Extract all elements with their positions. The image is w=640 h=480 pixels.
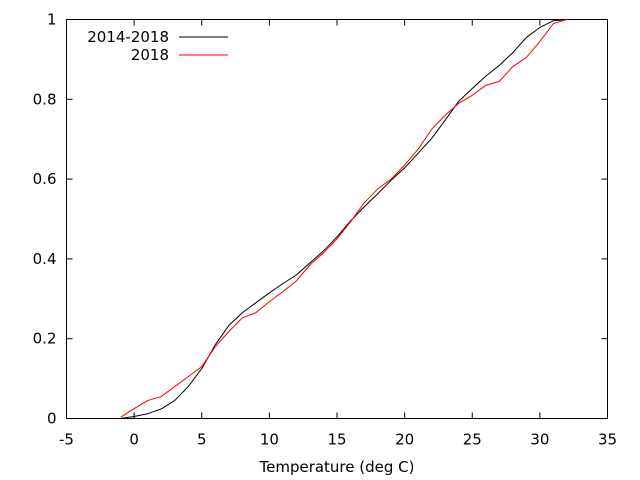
y-tick-label: 0.8 bbox=[33, 90, 57, 108]
series-layer bbox=[120, 19, 568, 419]
y-tick-label: 0.2 bbox=[33, 330, 57, 348]
x-tick-label: 5 bbox=[197, 431, 207, 449]
series-line-2018 bbox=[120, 19, 568, 418]
x-tick-label: 30 bbox=[530, 431, 549, 449]
x-tick-label: 10 bbox=[260, 431, 279, 449]
x-tick-label: 20 bbox=[395, 431, 414, 449]
x-tick-label: 0 bbox=[129, 431, 139, 449]
y-tick-label: 0.6 bbox=[33, 170, 57, 188]
x-tick-label: -5 bbox=[59, 431, 74, 449]
plot-frame bbox=[66, 19, 608, 419]
x-axis-title: Temperature (deg C) bbox=[258, 458, 414, 476]
y-tick-label: 0 bbox=[47, 410, 57, 428]
x-tick-label: 25 bbox=[463, 431, 482, 449]
legend-label: 2014-2018 bbox=[87, 28, 169, 46]
y-tick-label: 0.4 bbox=[33, 250, 57, 268]
series-line-2014-2018 bbox=[120, 19, 567, 419]
legend-label: 2018 bbox=[131, 46, 169, 64]
y-tick-label: 1 bbox=[47, 11, 57, 29]
x-tick-label: 35 bbox=[598, 431, 617, 449]
x-tick-label: 15 bbox=[327, 431, 346, 449]
